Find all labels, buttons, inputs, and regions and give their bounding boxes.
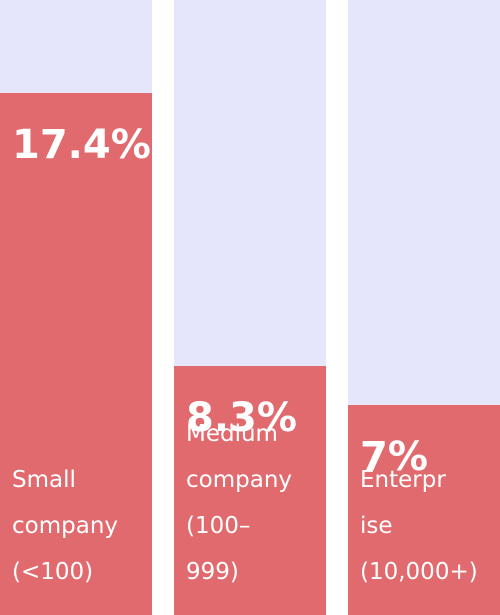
bar-3 xyxy=(348,405,500,615)
bar-category-label-1: Small company (<100) xyxy=(12,467,119,585)
bar-1 xyxy=(0,93,152,615)
bar-category-label-2: Medium company (100– 999) xyxy=(186,421,293,585)
bar-value-label-2: 8.3% xyxy=(186,395,297,441)
bar-value-label-3: 7% xyxy=(360,434,428,480)
bar-column-3: 7% Enterpr ise (10,000+) xyxy=(348,0,500,615)
bar-column-1: 17.4% Small company (<100) xyxy=(0,0,152,615)
bar-category-label-3: Enterpr ise (10,000+) xyxy=(360,467,478,585)
bar-value-label-1: 17.4% xyxy=(12,122,151,168)
bar-column-2: 8.3% Medium company (100– 999) xyxy=(174,0,326,615)
bar-2 xyxy=(174,366,326,615)
